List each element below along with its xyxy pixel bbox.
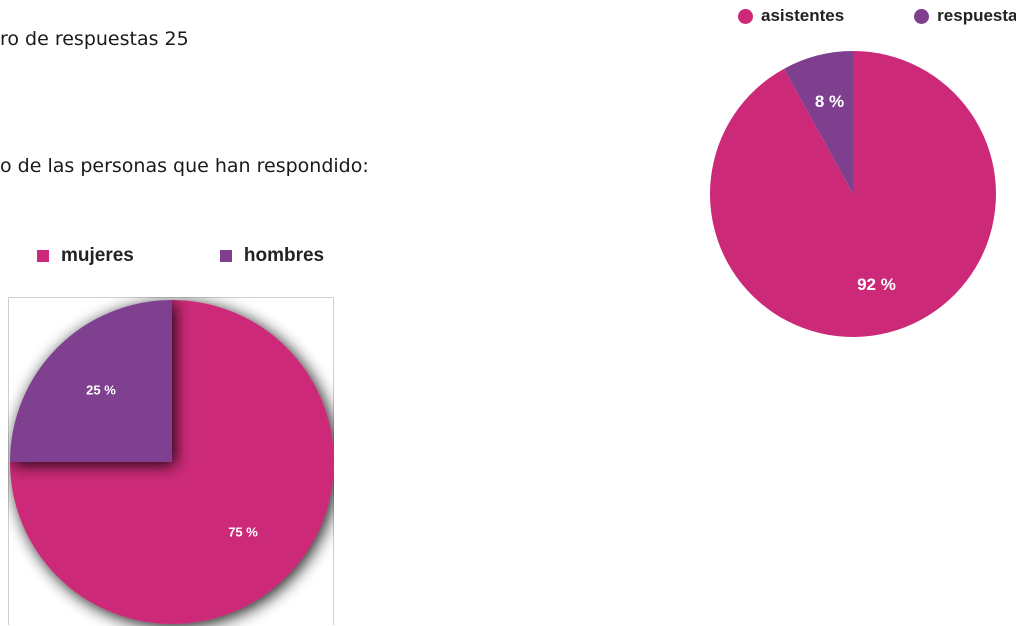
legend-label-hombres: hombres: [243, 245, 325, 266]
legend-swatch-mujeres: [37, 250, 49, 262]
legend-swatch-respuestas: [914, 8, 930, 24]
legend-label-respuestas: respuestas: [937, 6, 1016, 25]
slice-label-mujeres: 75 %: [228, 524, 258, 539]
gender-pie-chart: 75 % 25 %: [10, 300, 334, 624]
slice-label-hombres: 25 %: [86, 382, 116, 397]
slice-label-respuestas: 8 %: [815, 92, 844, 111]
legend-item-respuestas: respuestas: [914, 6, 1016, 26]
slice-label-asistentes: 92 %: [857, 275, 896, 294]
respondents-gender-heading: o de las personas que han respondido:: [0, 155, 369, 177]
legend-item-asistentes: asistentes: [738, 6, 844, 26]
legend-swatch-asistentes: [738, 8, 753, 24]
response-count-text: ro de respuestas 25: [0, 28, 189, 50]
gender-chart-legend: mujeres hombres: [37, 245, 324, 267]
pie-slice-hombres: [10, 300, 172, 462]
pie-slice-asistentes: [710, 51, 996, 338]
legend-item-mujeres: mujeres: [37, 245, 134, 267]
legend-label-mujeres: mujeres: [61, 245, 134, 266]
legend-item-hombres: hombres: [219, 245, 325, 267]
legend-label-asistentes: asistentes: [761, 6, 845, 25]
attendance-chart-legend: asistentes respuestas: [738, 6, 1016, 26]
legend-swatch-hombres: [219, 250, 232, 262]
attendance-pie-chart: 92 % 8 %: [710, 51, 996, 338]
pie-slice-respuestas: [784, 51, 853, 194]
